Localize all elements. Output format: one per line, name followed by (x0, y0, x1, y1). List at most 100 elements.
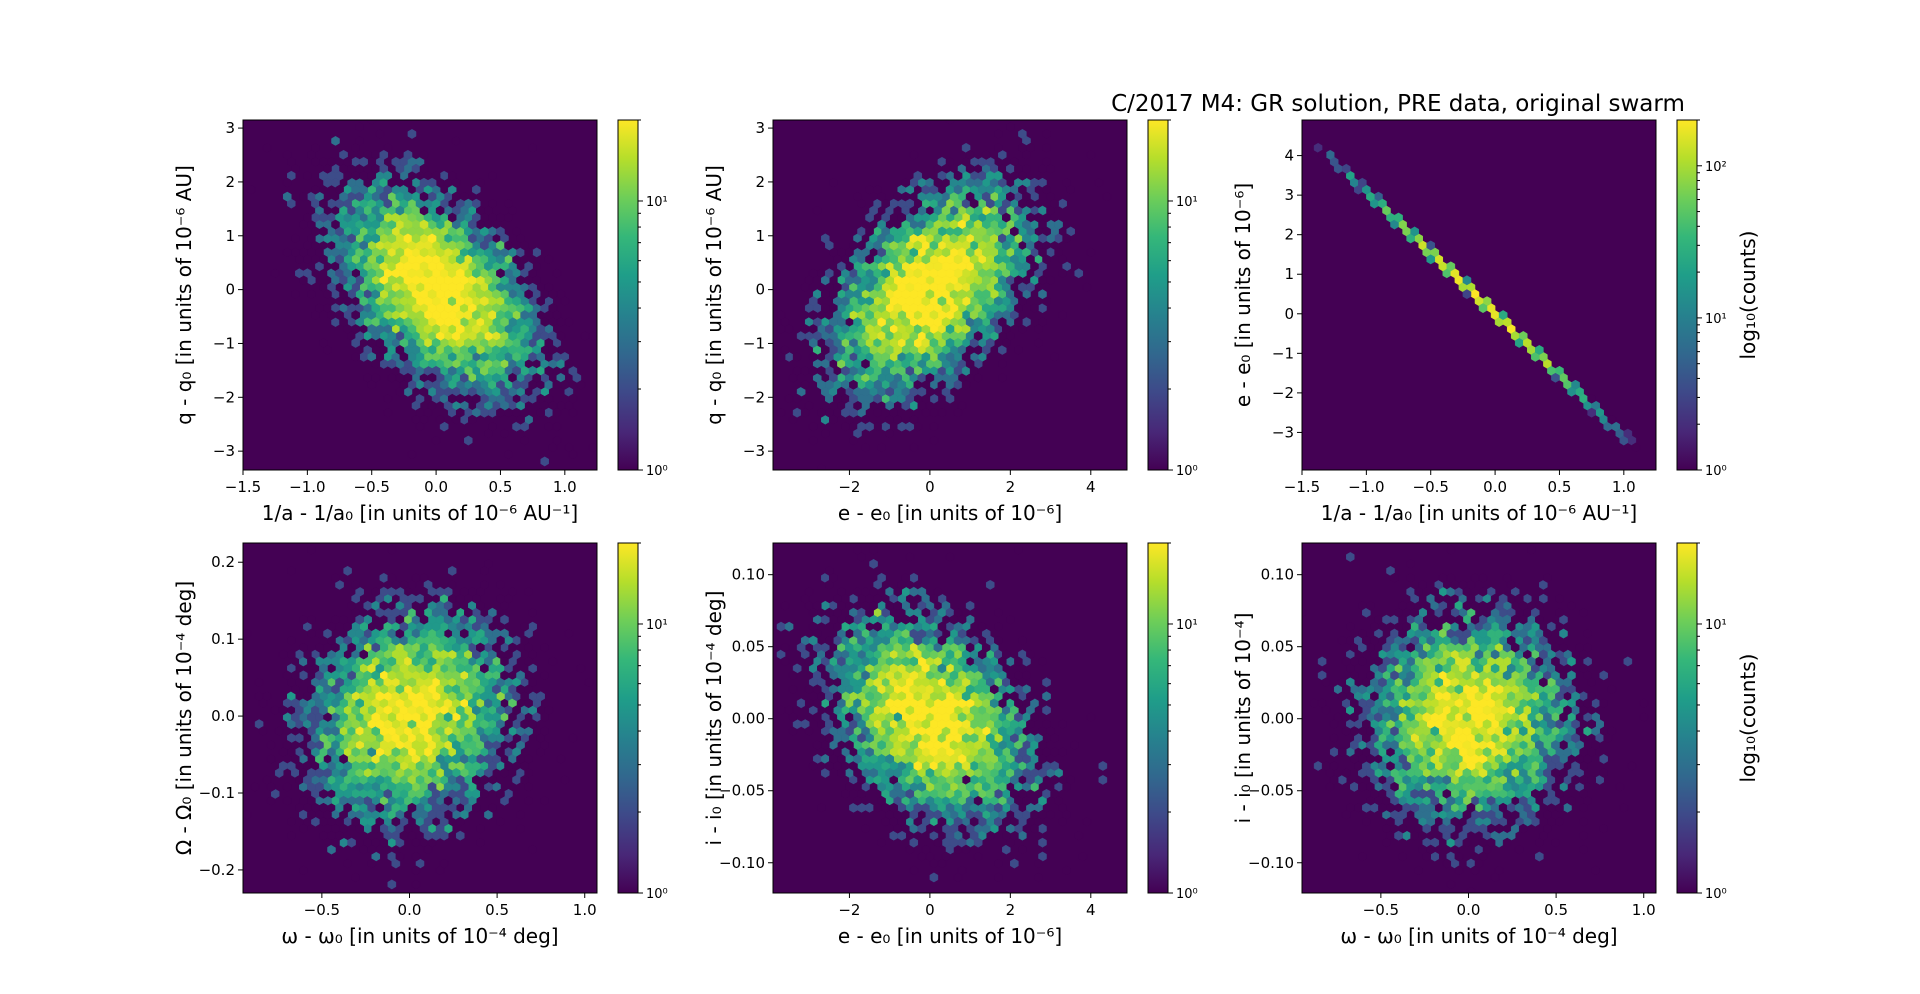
hex-bin (1390, 754, 1399, 764)
hex-bin (315, 768, 324, 778)
hex-bin (387, 331, 397, 341)
hex-bin (985, 733, 995, 743)
hex-bin (351, 719, 360, 730)
hex-bin (427, 400, 437, 411)
hex-bin (808, 761, 818, 771)
hex-bin (367, 268, 377, 279)
hex-bin (439, 830, 449, 841)
hex-bin (536, 296, 545, 307)
hex-bin (1518, 754, 1528, 764)
hex-bin (407, 635, 417, 646)
hex-bin (472, 310, 481, 320)
hex-bin (480, 393, 489, 404)
hex-bin (1462, 712, 1472, 723)
hex-bin (1026, 775, 1035, 785)
hex-bin (1358, 628, 1367, 639)
hex-bin (371, 191, 381, 202)
hex-bin (1042, 142, 1051, 153)
hex-bin (1370, 788, 1379, 799)
hex-bin (415, 747, 425, 757)
hex-bin (889, 407, 898, 418)
hex-bin (303, 170, 312, 181)
hex-bin (953, 775, 963, 785)
hex-bin (877, 754, 886, 764)
hex-bin (973, 331, 983, 341)
hex-bin (512, 379, 521, 390)
hex-bin (812, 740, 822, 750)
hex-bin (821, 345, 830, 355)
hex-bin (508, 642, 517, 653)
hex-bin (1434, 593, 1444, 604)
hex-bin (528, 607, 537, 618)
hex-bin (1058, 310, 1067, 320)
hex-bin (472, 705, 481, 716)
hex-bin (1062, 177, 1071, 188)
hex-bin (552, 407, 562, 418)
hex-bin (528, 719, 537, 730)
hex-bin (431, 719, 441, 730)
hex-bin (472, 621, 481, 632)
hex-bin (913, 761, 923, 771)
hex-bin (1518, 614, 1528, 625)
hex-bin (451, 177, 461, 188)
hex-bin (1034, 212, 1043, 223)
hex-bin (299, 247, 308, 258)
hex-bin (488, 240, 497, 251)
hex-bin (451, 642, 461, 653)
hex-bin (1442, 607, 1452, 618)
hex-bin (1058, 747, 1067, 757)
hex-bin (1418, 788, 1427, 799)
hex-bin (1058, 268, 1067, 279)
hex-bin (1030, 303, 1039, 314)
hex-bin (367, 802, 377, 813)
subplot-bottom-right: −0.5 0.0 0.5 1.0−0.10−0.050.000.050.10ω - ω… (1231, 542, 1760, 948)
hex-bin (837, 656, 846, 667)
hex-bin (1462, 837, 1472, 848)
hex-bin (488, 761, 497, 771)
hex-bin (1018, 635, 1027, 646)
hex-bin (588, 331, 597, 341)
hex-bin (266, 740, 276, 750)
hex-bin (395, 851, 405, 862)
hex-bin (355, 275, 364, 286)
hex-bin (431, 761, 441, 771)
hex-bin (1563, 677, 1572, 688)
hex-bin (282, 781, 292, 792)
hex-bin (435, 684, 445, 695)
hex-bin (965, 670, 975, 681)
hex-bin (1018, 844, 1027, 855)
hex-bin (335, 310, 344, 320)
hex-bin (929, 421, 939, 432)
x-tick-label: 0 (925, 901, 935, 919)
hex-bin (953, 310, 963, 320)
hex-bin (496, 268, 505, 279)
hex-bin (929, 407, 939, 418)
hex-bin (480, 788, 489, 799)
hex-bin (407, 296, 417, 307)
hex-bin (1446, 726, 1456, 737)
hex-bin (524, 768, 533, 778)
hex-bin (1014, 656, 1023, 667)
hex-bin (1579, 816, 1588, 827)
hex-bin (295, 705, 304, 716)
hex-bin (1038, 275, 1047, 286)
hex-bin (299, 865, 308, 876)
hex-bin (1583, 628, 1592, 639)
hex-bin (981, 684, 991, 695)
hex-bin (869, 545, 878, 555)
hex-bin (387, 177, 397, 188)
hex-bin (925, 247, 935, 258)
hex-bin (1478, 823, 1488, 834)
hex-bin (311, 184, 320, 195)
hex-bin (913, 352, 923, 362)
hex-bin (977, 621, 987, 632)
hex-bin (873, 365, 882, 376)
hex-bin (492, 642, 501, 653)
hex-bin (1366, 754, 1375, 764)
hex-bin (1313, 761, 1323, 771)
hex-bin (403, 191, 413, 202)
hex-bin (969, 282, 979, 293)
hex-bin (548, 656, 558, 667)
hex-bin (825, 268, 834, 279)
hex-bin (1426, 747, 1436, 757)
